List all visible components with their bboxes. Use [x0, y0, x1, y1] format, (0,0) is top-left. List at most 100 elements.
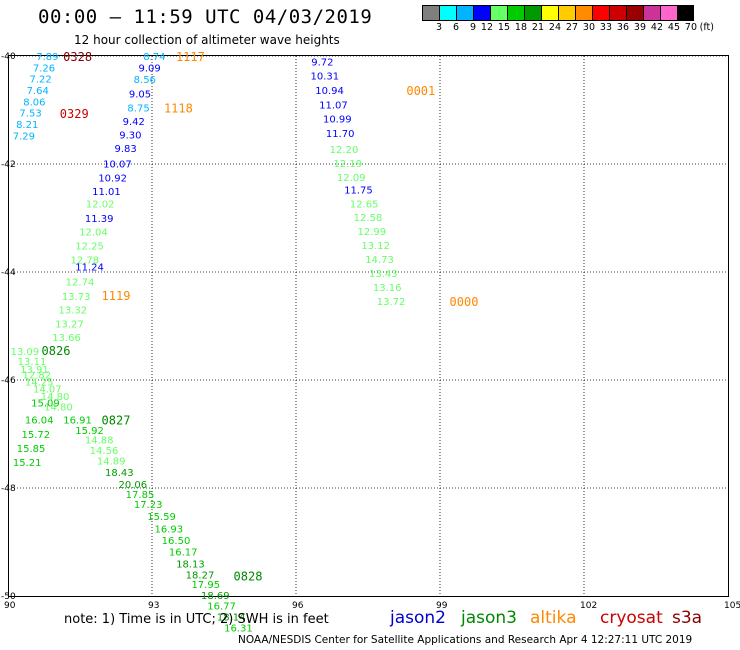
pass-time-label: 0329: [60, 107, 89, 121]
wave-height-value: 16.77: [207, 602, 236, 613]
wave-height-value: 14.80: [44, 402, 73, 413]
wave-height-value: 10.94: [315, 86, 344, 97]
legend-altika: altika: [530, 608, 577, 628]
wave-height-value: 8.74: [143, 52, 165, 63]
lat-label: -40: [1, 52, 16, 62]
wave-height-value: 8.21: [16, 120, 38, 131]
scale-swatch: [490, 5, 507, 21]
scale-swatch: [558, 5, 575, 21]
page-title: 00:00 – 11:59 UTC 04/03/2019: [38, 6, 373, 28]
wave-height-value: 16.93: [154, 525, 183, 536]
pass-time-label: 0828: [234, 569, 263, 583]
scale-label: 21: [531, 22, 544, 33]
wave-height-value: 14.73: [365, 255, 394, 266]
wave-height-value: 18.27: [186, 570, 215, 581]
wave-height-value: 13.43: [369, 269, 398, 280]
wave-height-value: 8.56: [134, 75, 156, 86]
wave-height-value: 10.99: [323, 115, 352, 126]
wave-height-value: 13.16: [373, 283, 402, 294]
wave-height-value: 8.75: [127, 103, 149, 114]
legend-jason3: jason3: [461, 608, 517, 628]
map-note: note: 1) Time is in UTC; 2) SWH is in fe…: [64, 612, 329, 627]
scale-label: 70: [684, 22, 697, 33]
scale-swatch: [473, 5, 490, 21]
wave-height-value: 14.89: [97, 456, 126, 467]
scale-label: 39: [633, 22, 646, 33]
lat-label: -42: [1, 160, 16, 170]
wave-height-value: 13.09: [10, 347, 39, 358]
wave-height-value: 10.92: [98, 174, 127, 185]
wave-height-value: 11.01: [92, 187, 121, 198]
wave-height-value: 14.88: [85, 435, 114, 446]
lon-label: 99: [436, 601, 448, 611]
wave-height-value: 9.05: [129, 89, 151, 100]
footer-credit: NOAA/NESDIS Center for Satellite Applica…: [238, 634, 693, 646]
wave-height-value: 10.31: [310, 71, 339, 82]
map-frame: [8, 55, 729, 597]
wave-height-value: 16.91: [63, 415, 92, 426]
wave-height-value: 9.09: [138, 63, 160, 74]
legend-jason2: jason2: [390, 608, 446, 628]
wave-height-value: 12.19: [334, 159, 363, 170]
wave-height-value: 8.06: [23, 97, 45, 108]
wave-height-value: 7.22: [30, 75, 52, 86]
wave-height-value: 13.11: [18, 357, 47, 368]
wave-height-value: 14.80: [41, 392, 70, 403]
pass-time-label: 0826: [42, 344, 71, 358]
wave-height-value: 13.12: [361, 241, 390, 252]
wave-height-value: 12.99: [358, 227, 387, 238]
wave-height-value: 12.74: [66, 278, 95, 289]
lat-label: -48: [1, 484, 16, 494]
wave-height-value: 11.39: [85, 214, 114, 225]
scale-label: (ft): [699, 22, 714, 33]
scale-swatch: [626, 5, 643, 21]
page-subtitle: 12 hour collection of altimeter wave hei…: [74, 33, 340, 47]
legend-s3a: s3a: [672, 608, 703, 628]
wave-height-value: 14.07: [33, 385, 62, 396]
scale-label: 9: [469, 22, 476, 33]
wave-height-value: 15.72: [22, 430, 51, 441]
wave-height-value: 11.70: [326, 129, 355, 140]
wave-height-value: 17.95: [191, 580, 220, 591]
wave-height-value: 17.23: [134, 500, 163, 511]
scale-label: 18: [514, 22, 527, 33]
wave-height-value: 11.07: [319, 101, 348, 112]
wave-height-value: 20.06: [118, 480, 147, 491]
wave-height-value: 18.14: [217, 613, 246, 624]
wave-height-value: 12.82: [22, 371, 51, 382]
wave-height-value: 12.78: [70, 256, 99, 267]
lat-label: -44: [1, 268, 16, 278]
scale-swatch: [456, 5, 473, 21]
wave-height-value: 15.92: [75, 426, 104, 437]
wave-height-value: 16.17: [169, 548, 198, 559]
lon-label: 90: [4, 601, 16, 611]
wave-height-value: 15.09: [31, 399, 60, 410]
wave-height-value: 12.25: [75, 242, 104, 253]
scale-label: 30: [582, 22, 595, 33]
pass-time-label: 1119: [102, 289, 131, 303]
lat-label: -46: [1, 376, 16, 386]
wave-height-value: 12.20: [330, 145, 359, 156]
wave-height-value: 9.30: [119, 130, 141, 141]
wave-height-value: 9.42: [123, 117, 145, 128]
scale-swatch: [422, 5, 439, 21]
wave-height-value: 16.31: [224, 623, 253, 634]
scale-swatch: [524, 5, 541, 21]
lon-label: 93: [148, 601, 159, 611]
pass-time-label: 0000: [450, 295, 479, 309]
wave-height-value: 9.72: [311, 57, 333, 68]
wave-height-value: 18.43: [105, 468, 134, 479]
scale-label: 36: [616, 22, 629, 33]
wave-height-value: 7.29: [13, 131, 35, 142]
color-scale: [422, 5, 694, 21]
wave-height-value: 18.13: [176, 560, 205, 571]
scale-swatch: [507, 5, 524, 21]
lon-label: 102: [580, 601, 597, 611]
wave-height-value: 12.04: [79, 228, 108, 239]
scale-swatch: [575, 5, 592, 21]
scale-label: 33: [599, 22, 612, 33]
legend-cryosat: cryosat: [600, 608, 663, 628]
wave-height-value: 7.26: [33, 63, 55, 74]
wave-height-value: 17.85: [126, 490, 155, 501]
pass-time-label: 0001: [406, 84, 435, 98]
